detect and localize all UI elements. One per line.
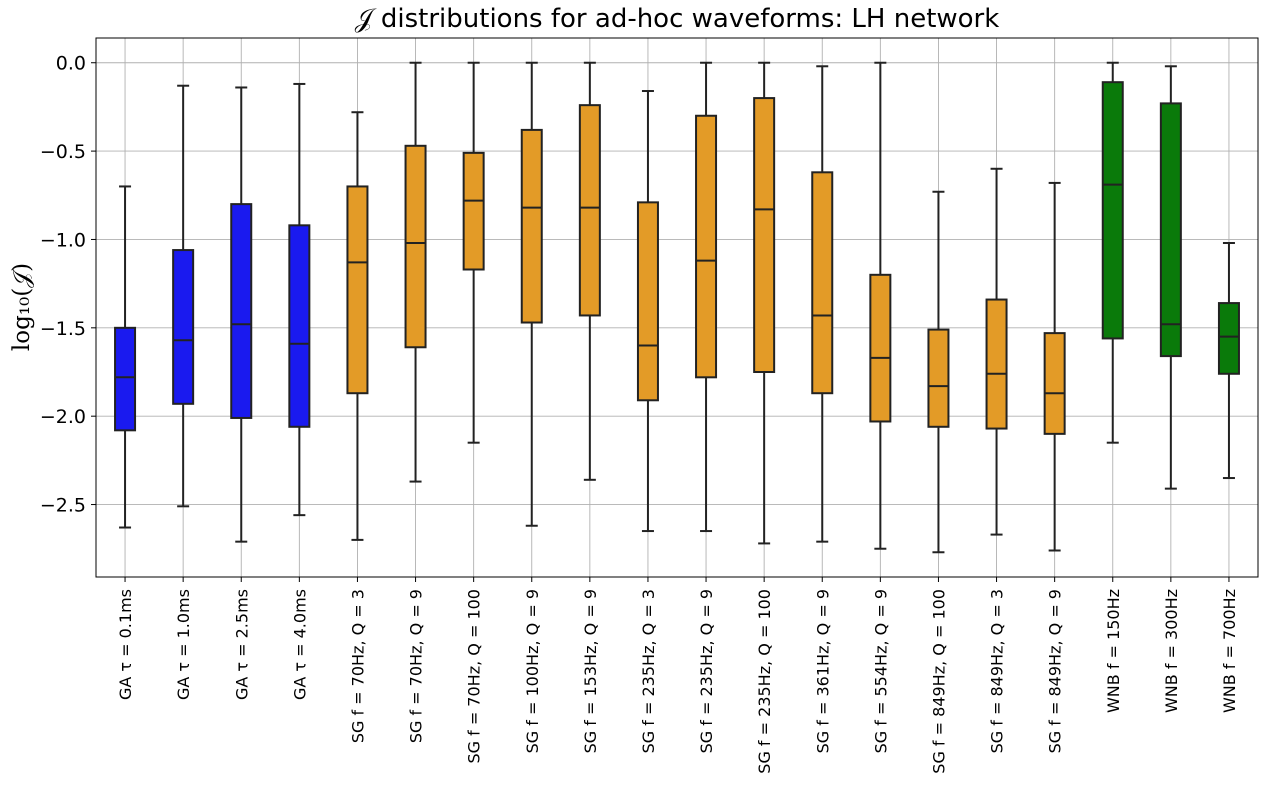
box-18	[1159, 65, 1182, 490]
box-3	[288, 82, 311, 517]
iqr-box	[753, 97, 776, 374]
x-tick-label: SG f = 100Hz, Q = 9	[523, 589, 542, 753]
iqr-box	[1043, 332, 1066, 435]
iqr-box	[1217, 302, 1240, 375]
y-tick-label: −1.5	[40, 318, 86, 340]
x-tick-label: SG f = 235Hz, Q = 9	[697, 589, 716, 753]
plot-frame	[95, 37, 1259, 578]
x-tick-label: GA τ = 1.0ms	[174, 589, 193, 700]
iqr-box	[114, 326, 137, 432]
x-tick-label: SG f = 153Hz, Q = 9	[581, 589, 600, 753]
iqr-box	[1101, 81, 1124, 340]
y-ticks: 0.0 −0.5 −1.0 −1.5 −2.0 −2.5	[40, 53, 96, 517]
box-17	[1101, 61, 1124, 444]
iqr-box	[695, 114, 718, 379]
box-4	[346, 111, 369, 541]
x-tick-label: SG f = 70Hz, Q = 3	[348, 589, 367, 743]
iqr-box	[520, 128, 543, 324]
x-tick-label: SG f = 849Hz, Q = 3	[988, 589, 1007, 753]
iqr-box	[404, 144, 427, 349]
iqr-box	[869, 273, 892, 423]
y-tick-label: −0.5	[40, 141, 86, 163]
x-tick-label: SG f = 70Hz, Q = 100	[465, 589, 484, 764]
box-16	[1043, 181, 1066, 552]
grid	[96, 38, 1258, 577]
box-12	[811, 65, 834, 543]
iqr-box	[578, 104, 601, 317]
box-11	[753, 61, 776, 545]
iqr-box	[230, 203, 253, 419]
box-0	[114, 185, 137, 529]
box-10	[695, 61, 718, 533]
x-tick-label: SG f = 235Hz, Q = 3	[639, 589, 658, 753]
y-tick-label: −1.0	[40, 229, 86, 251]
x-tick-label: SG f = 849Hz, Q = 9	[1046, 589, 1065, 753]
box-15	[985, 167, 1008, 536]
iqr-box	[636, 201, 659, 402]
x-tick-label: WNB f = 300Hz	[1162, 589, 1181, 713]
iqr-box	[346, 185, 369, 395]
box-5	[404, 61, 427, 483]
x-tick-label: GA τ = 4.0ms	[290, 589, 309, 700]
box-19	[1217, 241, 1240, 480]
chart-title: 𝒥 distributions for ad-hoc waveforms: LH…	[354, 4, 1000, 34]
x-tick-label: SG f = 361Hz, Q = 9	[813, 589, 832, 753]
x-tick-label: GA τ = 0.1ms	[116, 589, 135, 700]
y-tick-label: 0.0	[56, 53, 86, 75]
x-tick-label: SG f = 235Hz, Q = 100	[755, 589, 774, 774]
x-tick-label: WNB f = 700Hz	[1220, 589, 1239, 713]
y-tick-label: −2.0	[40, 406, 86, 428]
iqr-box	[288, 224, 311, 428]
iqr-box	[985, 298, 1008, 430]
x-ticks: GA τ = 0.1ms GA τ = 1.0ms GA τ = 2.5ms GA τ…	[116, 577, 1239, 774]
iqr-box	[172, 249, 195, 405]
box-13	[869, 61, 892, 550]
iqr-box	[811, 171, 834, 395]
x-tick-label: SG f = 70Hz, Q = 9	[407, 589, 426, 743]
y-tick-label: −2.5	[40, 495, 86, 517]
x-tick-label: GA τ = 2.5ms	[232, 589, 251, 700]
iqr-box	[927, 328, 950, 428]
box-9	[636, 90, 659, 533]
x-tick-label: SG f = 849Hz, Q = 100	[929, 589, 948, 774]
box-8	[578, 61, 601, 481]
iqr-box	[1159, 102, 1182, 358]
x-tick-label: SG f = 554Hz, Q = 9	[871, 589, 890, 753]
box-14	[927, 190, 950, 554]
box-6	[462, 61, 485, 444]
x-tick-label: WNB f = 150Hz	[1104, 589, 1123, 713]
box-2	[230, 86, 253, 543]
box-1	[172, 84, 195, 508]
box-7	[520, 61, 543, 527]
boxes	[114, 61, 1240, 554]
iqr-box	[462, 151, 485, 271]
